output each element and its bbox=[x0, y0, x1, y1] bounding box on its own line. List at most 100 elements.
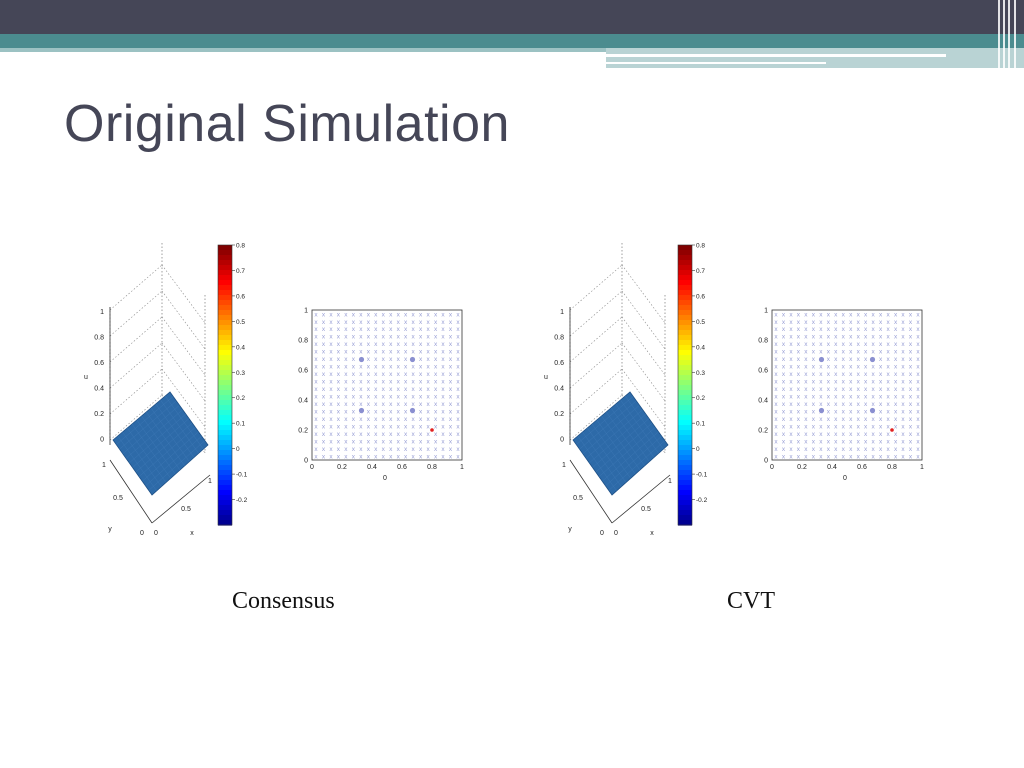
grid-marker: x bbox=[909, 446, 913, 453]
grid-marker: x bbox=[426, 438, 430, 445]
grid-marker: x bbox=[322, 446, 326, 453]
grid-marker: x bbox=[782, 431, 786, 438]
surface-plot: 1 0.8 0.6 0.4 0.2 0 u 1 0.5 0 y 0 0.5 1 x bbox=[544, 243, 672, 537]
grid-marker: x bbox=[359, 386, 363, 393]
grid-marker: x bbox=[864, 319, 868, 326]
grid-marker: x bbox=[879, 401, 883, 408]
grid-marker: x bbox=[397, 364, 401, 371]
grid-marker: x bbox=[314, 334, 318, 341]
grid-marker: x bbox=[804, 401, 808, 408]
agent-point bbox=[409, 356, 416, 363]
colorbar-segment bbox=[678, 475, 692, 481]
grid-marker: x bbox=[849, 438, 853, 445]
grid-marker: x bbox=[397, 371, 401, 378]
grid-marker: x bbox=[337, 416, 341, 423]
colorbar-segment bbox=[218, 260, 232, 266]
grid-marker: x bbox=[359, 431, 363, 438]
grid-marker: x bbox=[834, 371, 838, 378]
grid-marker: x bbox=[352, 349, 356, 356]
grid-marker: x bbox=[329, 356, 333, 363]
grid-marker: x bbox=[419, 394, 423, 401]
grid-marker: x bbox=[827, 438, 831, 445]
grid-marker: x bbox=[344, 438, 348, 445]
grid-marker: x bbox=[329, 326, 333, 333]
colorbar-segment bbox=[218, 315, 232, 321]
grid-marker: x bbox=[834, 438, 838, 445]
grid-marker: x bbox=[329, 408, 333, 415]
grid-marker: x bbox=[857, 453, 861, 460]
grid-marker: x bbox=[782, 319, 786, 326]
grid-marker: x bbox=[367, 379, 371, 386]
grid-marker: x bbox=[337, 364, 341, 371]
colorbar-segment bbox=[218, 425, 232, 431]
grid-marker: x bbox=[849, 386, 853, 393]
colorbar-segment bbox=[678, 395, 692, 401]
grid-marker: x bbox=[857, 438, 861, 445]
grid-marker: x bbox=[374, 341, 378, 348]
grid-marker: x bbox=[842, 386, 846, 393]
grid-marker: x bbox=[827, 431, 831, 438]
grid-marker: x bbox=[389, 349, 393, 356]
grid-marker: x bbox=[849, 341, 853, 348]
grid-marker: x bbox=[456, 319, 460, 326]
grid-marker: x bbox=[322, 371, 326, 378]
grid-marker: x bbox=[879, 334, 883, 341]
grid-marker: x bbox=[782, 334, 786, 341]
grid-marker: x bbox=[397, 386, 401, 393]
grid-marker: x bbox=[441, 326, 445, 333]
grid-marker: x bbox=[819, 431, 823, 438]
grid-marker: x bbox=[909, 349, 913, 356]
grid-marker: x bbox=[382, 341, 386, 348]
grid-marker: x bbox=[382, 364, 386, 371]
grid-marker: x bbox=[842, 319, 846, 326]
grid-marker: x bbox=[827, 408, 831, 415]
grid-marker: x bbox=[782, 416, 786, 423]
colorbar-segment bbox=[218, 500, 232, 506]
surface-grid-line bbox=[621, 342, 666, 402]
grid-marker: x bbox=[834, 446, 838, 453]
grid-marker: x bbox=[812, 453, 816, 460]
surface-grid-line bbox=[621, 368, 666, 428]
grid-marker: x bbox=[827, 334, 831, 341]
grid-marker: x bbox=[344, 379, 348, 386]
grid-marker: x bbox=[916, 356, 920, 363]
colorbar-segment bbox=[678, 480, 692, 486]
grid-marker: x bbox=[382, 438, 386, 445]
grid-marker: x bbox=[894, 423, 898, 430]
grid-marker: x bbox=[434, 453, 438, 460]
grid-marker: x bbox=[352, 311, 356, 318]
grid-marker: x bbox=[916, 438, 920, 445]
grid-marker: x bbox=[359, 364, 363, 371]
grid-marker: x bbox=[782, 341, 786, 348]
grid-marker: x bbox=[834, 453, 838, 460]
grid-marker: x bbox=[367, 341, 371, 348]
grid-marker: x bbox=[314, 416, 318, 423]
grid-marker: x bbox=[426, 401, 430, 408]
grid-marker: x bbox=[329, 401, 333, 408]
grid-marker: x bbox=[827, 341, 831, 348]
grid-marker: x bbox=[397, 453, 401, 460]
grid-marker: x bbox=[849, 408, 853, 415]
grid-marker: x bbox=[359, 341, 363, 348]
grid-marker: x bbox=[804, 364, 808, 371]
grid-marker: x bbox=[849, 356, 853, 363]
grid-marker: x bbox=[367, 394, 371, 401]
grid-marker: x bbox=[842, 394, 846, 401]
colorbar-segment bbox=[678, 335, 692, 341]
grid-marker: x bbox=[426, 394, 430, 401]
grid-marker: x bbox=[886, 311, 890, 318]
grid-marker: x bbox=[812, 341, 816, 348]
grid-marker: x bbox=[812, 364, 816, 371]
grid-marker: x bbox=[864, 453, 868, 460]
grid-marker: x bbox=[886, 401, 890, 408]
grid-marker: x bbox=[834, 379, 838, 386]
grid-marker: x bbox=[894, 379, 898, 386]
colorbar-tick-label: -0.1 bbox=[236, 472, 248, 479]
grid-marker: x bbox=[389, 311, 393, 318]
grid-marker: x bbox=[389, 423, 393, 430]
grid-marker: x bbox=[434, 349, 438, 356]
grid-marker: x bbox=[834, 401, 838, 408]
grid-marker: x bbox=[879, 431, 883, 438]
grid-marker: x bbox=[456, 341, 460, 348]
grid-marker: x bbox=[434, 371, 438, 378]
